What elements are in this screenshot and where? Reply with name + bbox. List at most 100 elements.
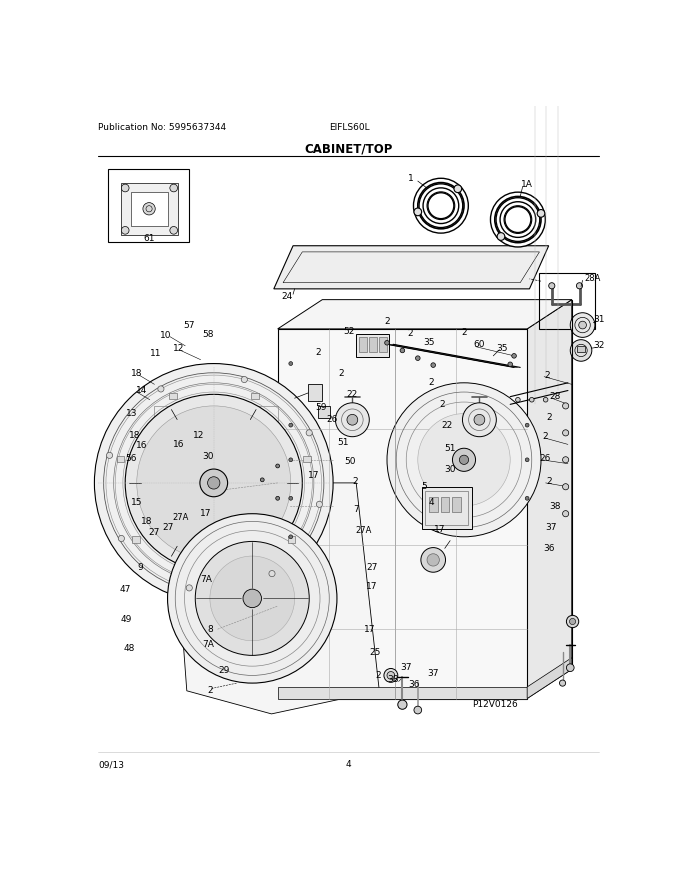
Text: 22: 22 — [347, 390, 358, 399]
Text: 57: 57 — [184, 320, 195, 329]
Text: 37: 37 — [545, 523, 557, 532]
Polygon shape — [131, 192, 167, 225]
Bar — [132, 537, 139, 543]
Text: 2: 2 — [542, 432, 547, 441]
Circle shape — [525, 496, 529, 500]
Circle shape — [515, 398, 520, 402]
Text: 22: 22 — [441, 421, 453, 429]
Text: P12V0126: P12V0126 — [472, 700, 517, 709]
Text: 16: 16 — [137, 442, 148, 451]
Text: 2: 2 — [429, 378, 435, 387]
Circle shape — [289, 362, 292, 365]
Circle shape — [118, 535, 124, 541]
Circle shape — [125, 394, 303, 571]
Text: 18: 18 — [129, 430, 140, 440]
Text: 35: 35 — [424, 338, 435, 348]
Circle shape — [121, 226, 129, 234]
Text: 18: 18 — [131, 369, 143, 378]
Circle shape — [549, 282, 555, 289]
Circle shape — [454, 185, 462, 193]
Circle shape — [137, 406, 291, 560]
Polygon shape — [277, 299, 572, 329]
Circle shape — [384, 669, 398, 682]
Text: 12: 12 — [192, 430, 204, 440]
Text: 48: 48 — [123, 644, 135, 653]
Bar — [369, 337, 377, 352]
Text: Publication No: 5995637344: Publication No: 5995637344 — [98, 122, 226, 132]
Bar — [154, 406, 277, 514]
Text: 2: 2 — [461, 328, 466, 337]
Bar — [426, 490, 468, 525]
Polygon shape — [277, 329, 527, 699]
Bar — [577, 346, 585, 352]
Circle shape — [525, 458, 529, 462]
Text: 13: 13 — [126, 409, 137, 418]
Text: 30: 30 — [203, 452, 214, 461]
Circle shape — [579, 321, 586, 329]
Bar — [429, 496, 438, 512]
Text: 15: 15 — [131, 498, 143, 507]
Text: 1A: 1A — [521, 180, 533, 189]
Circle shape — [275, 464, 279, 468]
Text: 17: 17 — [434, 524, 445, 533]
Text: 47: 47 — [120, 584, 131, 594]
Bar — [452, 496, 461, 512]
Text: 35: 35 — [497, 344, 508, 353]
Bar — [169, 392, 177, 399]
Text: 11: 11 — [150, 349, 161, 358]
Circle shape — [427, 554, 439, 566]
Bar — [539, 274, 595, 329]
Circle shape — [210, 556, 294, 641]
Text: 5: 5 — [421, 482, 427, 491]
Text: 7A: 7A — [200, 575, 212, 583]
Text: 2: 2 — [315, 348, 320, 356]
Circle shape — [543, 398, 548, 402]
Text: EIFLS60L: EIFLS60L — [329, 122, 370, 132]
Circle shape — [200, 469, 228, 496]
Text: 9: 9 — [138, 563, 143, 572]
Circle shape — [560, 680, 566, 686]
Text: 27A: 27A — [173, 513, 189, 522]
Text: 2: 2 — [546, 413, 551, 422]
Circle shape — [186, 585, 192, 591]
Text: 25: 25 — [370, 648, 381, 656]
Text: 16: 16 — [173, 440, 185, 449]
Circle shape — [566, 615, 579, 627]
Circle shape — [385, 341, 390, 345]
Bar — [356, 334, 388, 356]
Circle shape — [474, 414, 485, 425]
Bar — [359, 337, 367, 352]
Bar — [441, 496, 449, 512]
Circle shape — [562, 484, 568, 490]
Polygon shape — [121, 182, 177, 235]
Text: 2: 2 — [338, 369, 343, 378]
Circle shape — [170, 226, 177, 234]
Circle shape — [158, 385, 164, 392]
Text: 17: 17 — [201, 510, 211, 518]
Circle shape — [107, 452, 113, 458]
Text: 14: 14 — [137, 386, 148, 395]
Circle shape — [562, 510, 568, 517]
Text: 30: 30 — [445, 465, 456, 473]
Circle shape — [243, 590, 262, 607]
Circle shape — [415, 356, 420, 361]
Circle shape — [95, 363, 333, 602]
Text: 7: 7 — [354, 505, 359, 514]
Bar — [379, 337, 387, 352]
Circle shape — [241, 377, 248, 383]
Text: 37: 37 — [401, 664, 412, 672]
Text: 28A: 28A — [584, 275, 600, 283]
Circle shape — [207, 477, 220, 489]
Text: 7A: 7A — [203, 640, 214, 649]
Text: 27: 27 — [149, 529, 160, 538]
Text: 50: 50 — [344, 457, 356, 466]
Text: 37: 37 — [428, 670, 439, 678]
Circle shape — [170, 184, 177, 192]
Text: 61: 61 — [143, 233, 155, 243]
Text: 58: 58 — [203, 330, 214, 339]
Text: 1: 1 — [408, 174, 414, 183]
Text: 56: 56 — [126, 454, 137, 463]
Text: 17: 17 — [308, 471, 320, 480]
Circle shape — [571, 312, 595, 337]
Circle shape — [269, 570, 275, 576]
